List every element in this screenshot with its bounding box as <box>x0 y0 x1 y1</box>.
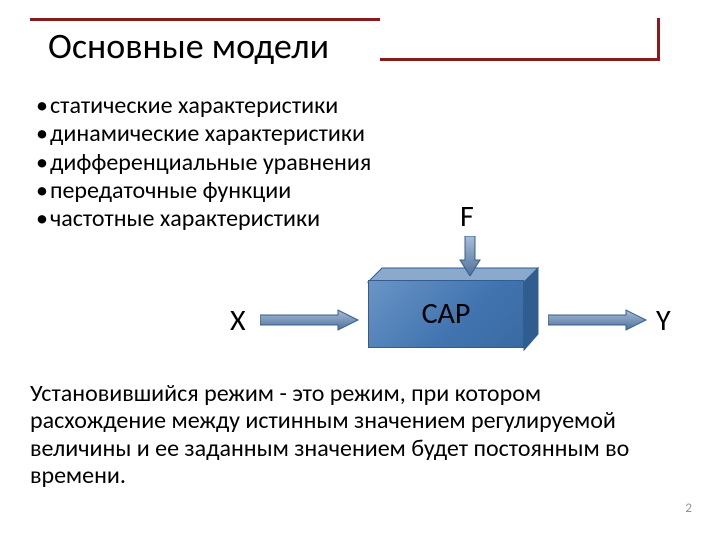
list-item-text: дифференциальные уравнения <box>50 149 371 177</box>
page-title: Основные модели <box>48 24 329 68</box>
diagram-label-x: X <box>230 302 246 339</box>
definition-text: Установившийся режим - это режим, при ко… <box>30 380 690 490</box>
list-item: •динамические характеристики <box>36 120 690 148</box>
arrow-x-to-box <box>260 308 360 332</box>
arrow-box-to-y <box>548 308 648 332</box>
bullet-dot: • <box>36 92 50 120</box>
accent-line-top <box>30 18 380 21</box>
arrow-f-to-box <box>458 236 482 276</box>
bullet-dot: • <box>36 120 50 148</box>
bullet-dot: • <box>36 149 50 177</box>
page-number: 2 <box>685 501 692 516</box>
diagram-label-f: F <box>460 198 474 235</box>
title-frame: Основные модели <box>30 18 690 88</box>
slide-root: Основные модели •статические характерист… <box>0 0 720 540</box>
sar-box: САР <box>368 268 540 350</box>
list-item-text: статические характеристики <box>50 92 338 120</box>
list-item-text: динамические характеристики <box>50 120 365 148</box>
accent-line-vertical <box>657 18 660 58</box>
list-item: •статические характеристики <box>36 92 690 120</box>
accent-line-mid <box>380 58 660 61</box>
box-side-face <box>524 268 538 350</box>
diagram-label-y: Y <box>656 302 671 339</box>
box-front-face: САР <box>368 280 524 348</box>
block-diagram: X F Y САР <box>30 190 690 360</box>
list-item: •дифференциальные уравнения <box>36 149 690 177</box>
box-label: САР <box>422 295 471 332</box>
